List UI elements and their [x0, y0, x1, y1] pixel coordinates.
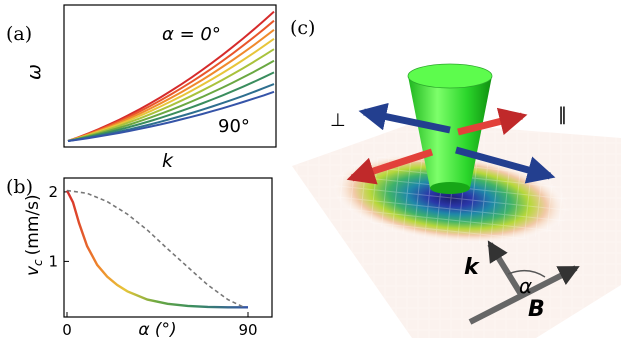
panel-b-ylabel: vc (mm/s): [23, 194, 45, 276]
dispersion-curve-8: [67, 90, 275, 142]
panel-b-curves: [65, 189, 248, 309]
alpha-label: α: [519, 274, 532, 298]
x-tick-0: 0: [62, 321, 72, 339]
panel-a-top-annotation: α = 0°: [162, 24, 221, 45]
dispersion-curve-4: [67, 48, 275, 142]
panel-b-ylabel-v: v: [23, 265, 43, 276]
panel-b-ylabel-unit: (mm/s): [23, 194, 43, 255]
parallel-symbol: ‖: [558, 104, 567, 125]
parallel-arrows: [346, 107, 528, 185]
panel-b-frame: [63, 177, 273, 318]
B-label: B: [528, 297, 545, 322]
vc-dashed-curve: [66, 189, 245, 309]
dispersion-curve-5: [67, 59, 275, 142]
alpha-arc: [507, 269, 546, 278]
x-axis-label: α (°): [138, 320, 176, 339]
k-label: k: [464, 255, 480, 280]
x-tick-90: 90: [238, 321, 257, 339]
panel-c-label: (c): [290, 17, 315, 39]
perp-symbol: ⊥: [330, 110, 346, 131]
panel-a-curves: [67, 10, 275, 142]
panel-b-label: (b): [6, 176, 33, 198]
y-tick-1: 1: [48, 252, 58, 270]
parallel-arrow-right: [457, 107, 528, 136]
panel-a-xlabel: k: [162, 150, 174, 172]
parallel-arrow-left: [346, 148, 434, 185]
perp-arrow-right: [455, 146, 556, 184]
cone-3d: [407, 63, 493, 194]
panel-b-ticks: 0 α (°) 90 1 2: [48, 183, 257, 339]
dispersion-curve-3: [67, 37, 275, 142]
perp-arrow-left: [358, 102, 451, 134]
k-vector: [487, 240, 525, 298]
panel-a-label: (a): [6, 23, 32, 45]
dispersion-curve-6: [67, 71, 275, 142]
panel-a-bottom-annotation: 90°: [218, 116, 250, 137]
panel-a-frame: [63, 4, 277, 148]
perpendicular-arrows: [358, 102, 556, 184]
y-tick-2: 2: [48, 183, 58, 201]
panel-a-ylabel: ω: [23, 64, 45, 80]
kb-vectors: [468, 240, 580, 325]
vc-solid-curve: [65, 189, 248, 309]
panel-b-ylabel-sub: c: [31, 259, 45, 266]
